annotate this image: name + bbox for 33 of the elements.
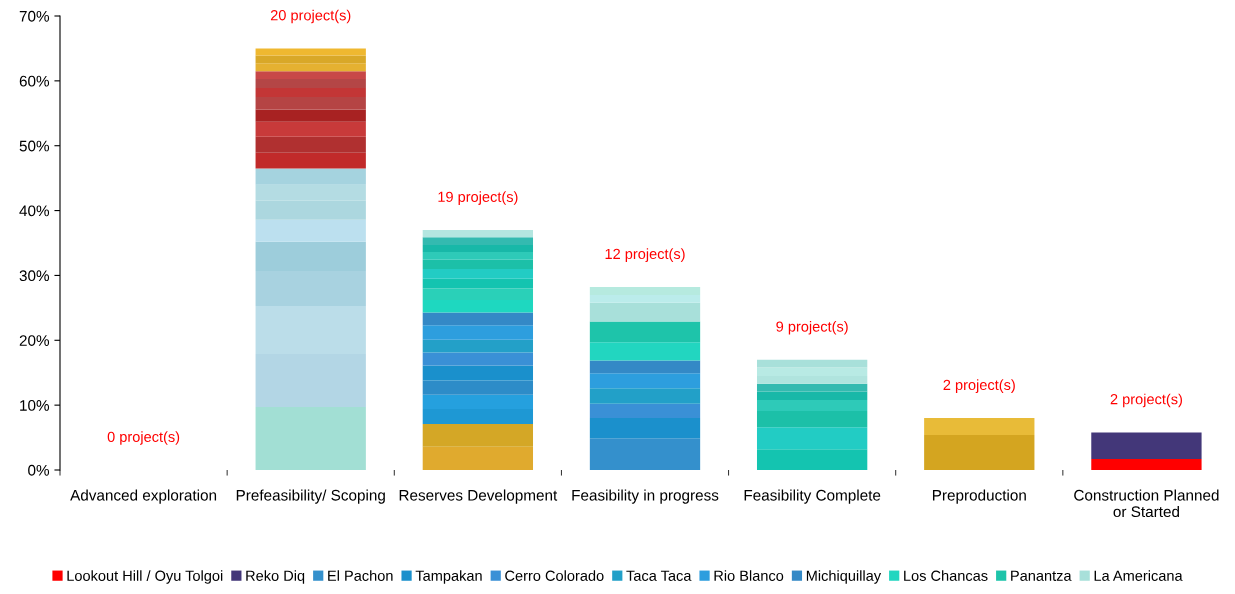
- legend-label: Panantza: [1011, 570, 1072, 581]
- x-tick-label: Prefeasibility/ Scoping: [236, 489, 385, 504]
- legend-label: Rio Blanco: [714, 570, 784, 581]
- legend-label: Cerro Colorado: [505, 570, 604, 581]
- legend-label: Taca Taca: [626, 570, 692, 581]
- legend-label: Reko Diq: [246, 570, 305, 584]
- y-tick-label: 10%: [20, 400, 50, 411]
- y-tick-label: 30%: [19, 270, 50, 282]
- annotation: 2 project(s): [1110, 393, 1182, 408]
- x-tick-label: Construction Planned or Started: [1074, 489, 1219, 518]
- annotation: 0 project(s): [107, 431, 180, 445]
- legend-label: La Americana: [1094, 570, 1183, 581]
- annotation: 12 project(s): [605, 248, 685, 262]
- legend-label: Michiquillay: [806, 570, 882, 584]
- legend-label: El Pachon: [328, 570, 393, 581]
- y-tick-label: 20%: [19, 335, 50, 346]
- annotation: 20 project(s): [270, 9, 351, 24]
- y-tick-label: 60%: [19, 75, 50, 87]
- annotation: 2 project(s): [943, 379, 1015, 393]
- x-tick-label: Advanced exploration: [70, 489, 217, 504]
- y-tick-label: 40%: [19, 205, 50, 217]
- y-tick-label: 50%: [19, 140, 50, 152]
- x-tick-label: Feasibility Complete: [744, 489, 881, 504]
- legend-label: Los Chancas: [904, 570, 988, 581]
- annotation: 19 project(s): [438, 191, 518, 205]
- legend-label: Lookout Hill / Oyu Tolgoi: [67, 570, 223, 584]
- x-tick-label: Reserves Development: [399, 489, 558, 504]
- legend-label: Tampakan: [415, 570, 482, 584]
- y-tick-label: 70%: [19, 10, 50, 22]
- x-tick-label: Preproduction: [932, 489, 1026, 504]
- x-tick-label: Feasibility in progress: [572, 489, 719, 504]
- y-tick-label: 0%: [28, 464, 50, 476]
- annotation: 9 project(s): [776, 321, 848, 335]
